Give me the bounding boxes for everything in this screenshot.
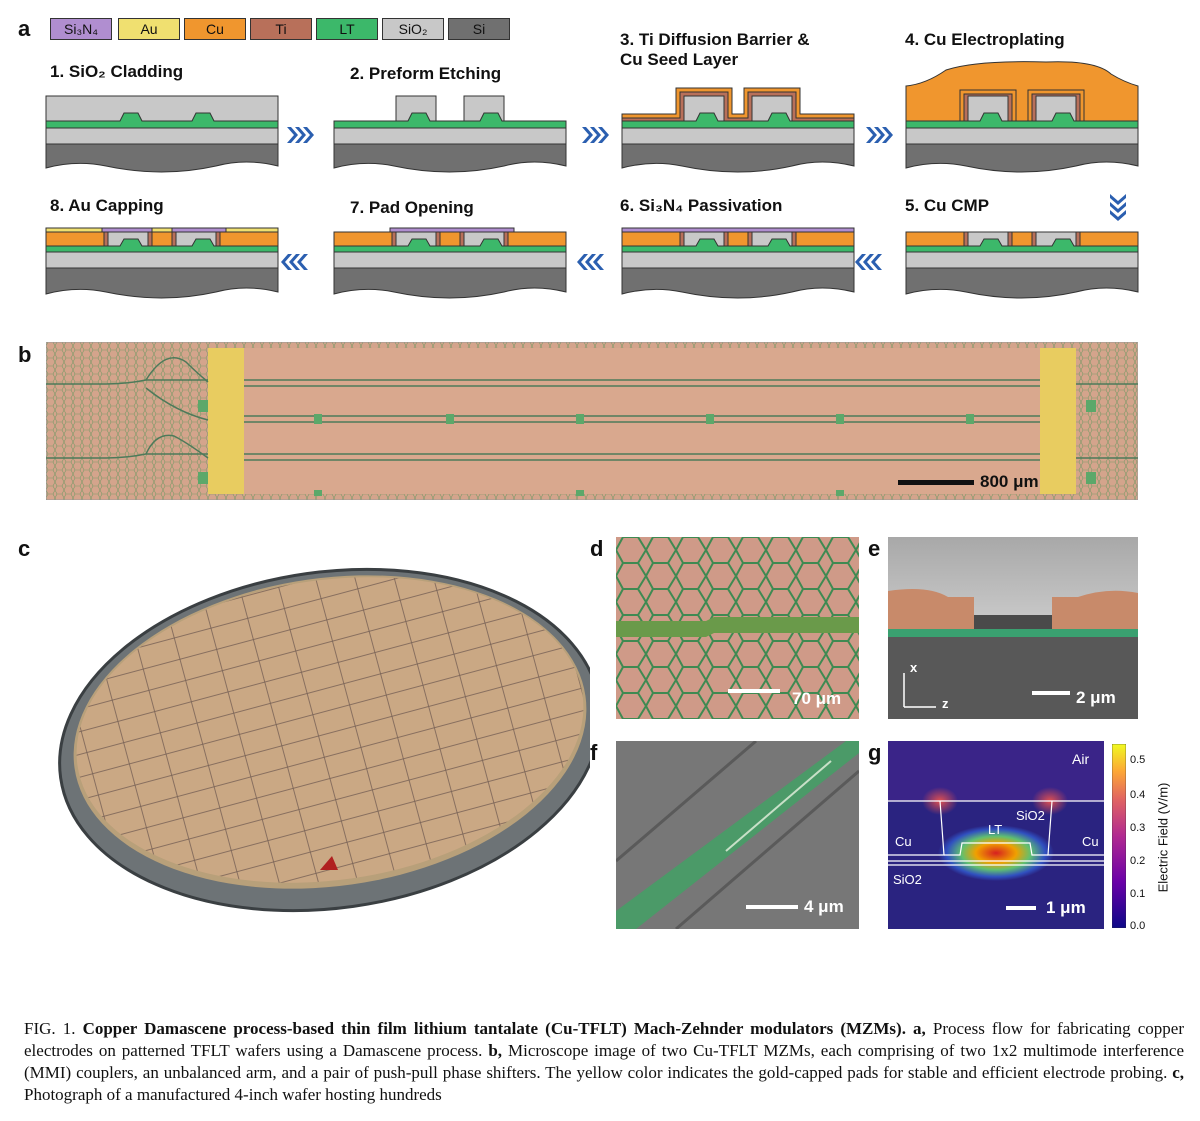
caption-title: Copper Damascene process-based thin film… [82, 1019, 906, 1038]
legend-si3n4: Si₃N₄ [50, 18, 112, 40]
legend-au: Au [118, 18, 180, 40]
caption-a-text: Process flow for fabricating copper elec… [24, 1019, 1185, 1060]
step-4-title: 4. Cu Electroplating [905, 30, 1065, 49]
diagram-step-3 [621, 87, 855, 173]
figure-caption: FIG. 1. Copper Damascene process-based t… [24, 1018, 1184, 1106]
step-3-title: 3. Ti Diffusion Barrier & Cu Seed Layer [620, 30, 810, 69]
step-2-title: 2. Preform Etching [350, 64, 502, 83]
label-air: Air [1072, 751, 1090, 767]
step-1-title: 1. SiO₂ Cladding [50, 62, 184, 81]
scale-bar-e-label: 2 μm [1076, 688, 1116, 707]
caption-b-label: b, [488, 1041, 503, 1060]
diagram-step-6 [621, 227, 855, 299]
colorbar-tick-0.5: 0.5 [1130, 754, 1146, 766]
caption-b-text: Microscope image of two Cu-TFLT MZMs, ea… [24, 1041, 1185, 1082]
hexagon-microscope-image [616, 537, 859, 719]
colorbar-tick-0.1: 0.1 [1130, 888, 1146, 900]
diagram-step-8 [45, 227, 279, 299]
scale-bar-g-label: 1 μm [1046, 898, 1086, 917]
colorbar-tick-0.2: 0.2 [1130, 855, 1146, 867]
panel-label-d: d [590, 536, 604, 561]
diagram-step-1 [45, 95, 279, 173]
arrow-down [1110, 194, 1126, 221]
label-cu-right: Cu [1082, 834, 1099, 849]
label-lt: LT [988, 822, 1003, 837]
scale-bar-d-label: 70 μm [792, 689, 842, 708]
scale-bar-b-label: 800 μm [980, 472, 1039, 491]
step-8-title: 8. Au Capping [50, 196, 164, 215]
colorbar-tick-0.0: 0.0 [1130, 920, 1146, 932]
label-cu-left: Cu [895, 834, 912, 849]
panel-label-e: e [868, 536, 881, 561]
step-7-title: 7. Pad Opening [350, 198, 474, 217]
panel-label-g: g [868, 740, 882, 765]
colorbar-title: Electric Field (V/m) [1155, 782, 1171, 893]
legend-ti: Ti [250, 18, 312, 40]
process-flow-diagrams [45, 61, 1139, 299]
panel-label-c: c [18, 536, 31, 561]
diagram-step-7 [333, 227, 567, 299]
axis-x-label-e: x [910, 660, 918, 675]
caption-c-label: c, [1172, 1063, 1184, 1082]
panel-label-a: a [18, 16, 31, 41]
sem-waveguide-image [616, 741, 859, 929]
arrow-left-2 [577, 254, 604, 270]
legend-cu: Cu [184, 18, 246, 40]
arrow-right-1 [287, 127, 314, 143]
legend-si: Si [448, 18, 510, 40]
step-5-title: 5. Cu CMP [905, 196, 990, 215]
wafer-photograph [56, 545, 590, 915]
arrow-left-3 [281, 254, 308, 270]
panel-label-b: b [18, 342, 32, 367]
mzm-microscope-image [46, 342, 1138, 500]
scale-bar-f-label: 4 μm [804, 897, 844, 916]
legend-lt: LT [316, 18, 378, 40]
legend-sio2: SiO₂ [382, 18, 444, 40]
label-sio2-bottom: SiO2 [893, 872, 922, 887]
label-sio2-top: SiO2 [1016, 808, 1045, 823]
step-6-title: 6. Si₃N₄ Passivation [620, 196, 783, 215]
arrow-right-2 [582, 127, 609, 143]
axis-z-label-e: z [942, 696, 949, 711]
electric-field-simulation [888, 741, 1104, 929]
caption-fig-number: FIG. 1. [24, 1019, 76, 1038]
colorbar-tick-0.4: 0.4 [1130, 789, 1146, 801]
panel-label-f: f [590, 740, 598, 765]
caption-a-label: a, [913, 1019, 926, 1038]
diagram-step-5 [905, 231, 1139, 299]
caption-c-text: Photograph of a manufactured 4-inch wafe… [24, 1085, 442, 1104]
colorbar [1112, 744, 1126, 928]
diagram-step-2 [333, 95, 567, 173]
colorbar-tick-0.3: 0.3 [1130, 822, 1146, 834]
diagram-step-4 [905, 61, 1139, 173]
sem-cross-section-image [888, 537, 1138, 719]
arrow-left-1 [855, 254, 882, 270]
arrow-right-3 [866, 127, 893, 143]
